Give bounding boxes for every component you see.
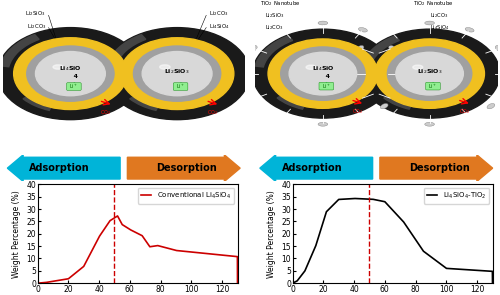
- Circle shape: [36, 52, 106, 96]
- Ellipse shape: [358, 27, 368, 32]
- Circle shape: [104, 28, 250, 120]
- Circle shape: [360, 29, 500, 118]
- FancyArrow shape: [380, 155, 492, 181]
- Ellipse shape: [465, 27, 474, 32]
- Circle shape: [0, 28, 143, 120]
- Text: CO$_2$: CO$_2$: [352, 107, 363, 116]
- Circle shape: [289, 52, 356, 95]
- Ellipse shape: [351, 88, 358, 94]
- Text: TiO$_2$ Nanotube: TiO$_2$ Nanotube: [260, 0, 300, 7]
- Ellipse shape: [53, 65, 64, 69]
- Y-axis label: Weight Percentage (%): Weight Percentage (%): [267, 190, 276, 278]
- Circle shape: [396, 52, 464, 95]
- Circle shape: [142, 52, 212, 96]
- Legend: Conventional Li$_4$SiO$_4$: Conventional Li$_4$SiO$_4$: [138, 188, 234, 204]
- Text: Adsorption: Adsorption: [29, 163, 90, 173]
- Text: Li$_2$SiO$_3$: Li$_2$SiO$_3$: [164, 67, 190, 76]
- Text: Li$_2$CO$_3$: Li$_2$CO$_3$: [264, 23, 283, 32]
- Text: Desorption: Desorption: [409, 163, 470, 173]
- FancyArrow shape: [128, 155, 240, 181]
- Ellipse shape: [388, 45, 396, 51]
- Text: CO$_2$: CO$_2$: [458, 107, 470, 116]
- Text: Li$_2$SiO$_3$: Li$_2$SiO$_3$: [417, 67, 442, 76]
- Circle shape: [134, 46, 221, 101]
- Text: Li$^+$: Li$^+$: [428, 82, 438, 91]
- Ellipse shape: [487, 104, 495, 109]
- Ellipse shape: [356, 45, 364, 51]
- Text: Li$_4$SiO$_4$: Li$_4$SiO$_4$: [208, 22, 230, 30]
- Circle shape: [388, 47, 472, 100]
- FancyBboxPatch shape: [66, 83, 81, 90]
- Text: CO$_2$: CO$_2$: [100, 108, 112, 117]
- Ellipse shape: [160, 65, 170, 69]
- Text: Desorption: Desorption: [156, 163, 217, 173]
- Circle shape: [268, 39, 378, 108]
- Circle shape: [27, 46, 114, 101]
- Wedge shape: [277, 96, 304, 109]
- Text: Li$_2$CO$_3$: Li$_2$CO$_3$: [208, 9, 228, 18]
- Text: Li$_4$SiO$_4$: Li$_4$SiO$_4$: [430, 23, 450, 32]
- Text: Li$_2$SiO$_3$: Li$_2$SiO$_3$: [264, 11, 284, 20]
- FancyBboxPatch shape: [319, 82, 334, 90]
- Wedge shape: [0, 35, 39, 67]
- Text: Li$_2$CO$_3$: Li$_2$CO$_3$: [26, 22, 46, 30]
- Legend: Li$_4$SiO$_4$-TiO$_2$: Li$_4$SiO$_4$-TiO$_2$: [424, 188, 489, 204]
- Circle shape: [374, 39, 484, 108]
- Text: Adsorption: Adsorption: [282, 163, 343, 173]
- Ellipse shape: [318, 21, 328, 25]
- Y-axis label: Weight Percentage (%): Weight Percentage (%): [12, 190, 21, 278]
- Wedge shape: [362, 36, 400, 67]
- Wedge shape: [384, 96, 411, 109]
- Text: Li$_4$SiO
     4: Li$_4$SiO 4: [59, 64, 82, 79]
- Text: Li$_2$SiO$_3$: Li$_2$SiO$_3$: [26, 9, 46, 18]
- Text: Li$_4$SiO
     4: Li$_4$SiO 4: [312, 64, 334, 79]
- Wedge shape: [130, 96, 158, 110]
- Text: Li$^+$: Li$^+$: [70, 82, 78, 91]
- FancyBboxPatch shape: [426, 82, 440, 90]
- Circle shape: [14, 38, 127, 109]
- Text: Li$^+$: Li$^+$: [322, 82, 331, 91]
- Wedge shape: [107, 35, 146, 67]
- Wedge shape: [23, 96, 51, 110]
- Ellipse shape: [306, 65, 316, 69]
- Ellipse shape: [250, 45, 257, 51]
- Ellipse shape: [425, 21, 434, 25]
- Ellipse shape: [496, 45, 500, 51]
- FancyArrow shape: [8, 155, 120, 181]
- Text: Li$^+$: Li$^+$: [176, 82, 185, 91]
- Ellipse shape: [380, 104, 388, 109]
- Text: CO$_2$: CO$_2$: [207, 108, 218, 117]
- Ellipse shape: [244, 88, 251, 94]
- Ellipse shape: [412, 65, 423, 69]
- Ellipse shape: [424, 122, 434, 126]
- Circle shape: [280, 47, 365, 100]
- Circle shape: [120, 38, 234, 109]
- Circle shape: [252, 29, 393, 118]
- FancyBboxPatch shape: [174, 83, 188, 90]
- Ellipse shape: [318, 122, 328, 126]
- FancyArrow shape: [260, 155, 372, 181]
- Text: TiO$_2$ Nanotube: TiO$_2$ Nanotube: [412, 0, 453, 7]
- Wedge shape: [255, 36, 292, 67]
- Text: Li$_2$CO$_3$: Li$_2$CO$_3$: [430, 11, 448, 20]
